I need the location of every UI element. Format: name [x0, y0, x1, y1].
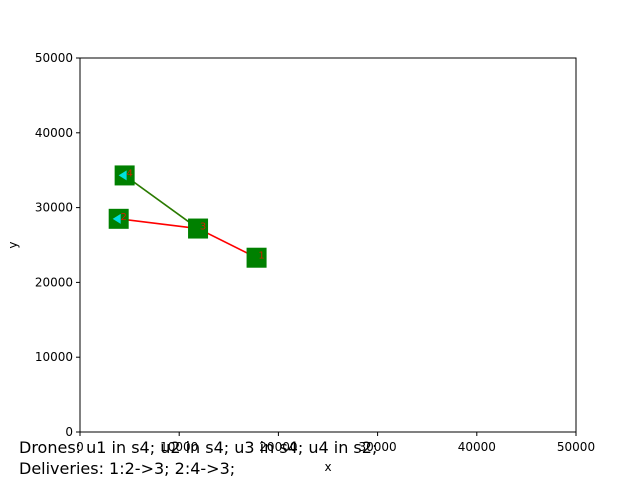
y-tick-label: 40000 — [35, 126, 73, 140]
y-tick-label: 10000 — [35, 350, 73, 364]
x-tick-label: 0 — [76, 440, 84, 454]
station-label: 4 — [126, 168, 132, 179]
y-tick-label: 30000 — [35, 201, 73, 215]
deliveries-status-text: Deliveries: 1:2->3; 2:4->3; — [19, 459, 236, 478]
station-label: 1 — [258, 251, 264, 262]
x-tick-label: 20000 — [259, 440, 297, 454]
station-label: 3 — [200, 222, 206, 233]
plot-area-border — [79, 57, 577, 433]
drone-marker — [118, 170, 127, 181]
station-markers: 4 2 3 1 — [108, 165, 267, 268]
x-tick-label: 40000 — [458, 440, 496, 454]
station-marker — [246, 247, 267, 268]
axis-ticks: 0 10000 20000 30000 40000 50000 0 10000 20000 300… — [35, 51, 595, 454]
x-tick-label: 30000 — [359, 440, 397, 454]
x-tick-label: 10000 — [160, 440, 198, 454]
y-tick-label: 0 — [65, 425, 73, 439]
station-marker — [188, 218, 209, 239]
y-tick-label: 50000 — [35, 51, 73, 65]
x-axis-label: x — [324, 460, 331, 474]
x-tick-label: 50000 — [557, 440, 595, 454]
drone-markers — [112, 170, 127, 224]
axes-frame — [79, 57, 577, 433]
drones-status-text: Drones: u1 in s4; u2 in s4; u3 in s4; u4… — [19, 438, 378, 457]
route-line-red — [118, 218, 257, 259]
drone-marker — [112, 213, 121, 224]
y-axis-label: y — [6, 241, 20, 248]
route-lines — [118, 174, 257, 259]
station-label: 2 — [121, 212, 127, 223]
y-tick-label: 20000 — [35, 275, 73, 289]
route-line-green — [124, 174, 199, 230]
